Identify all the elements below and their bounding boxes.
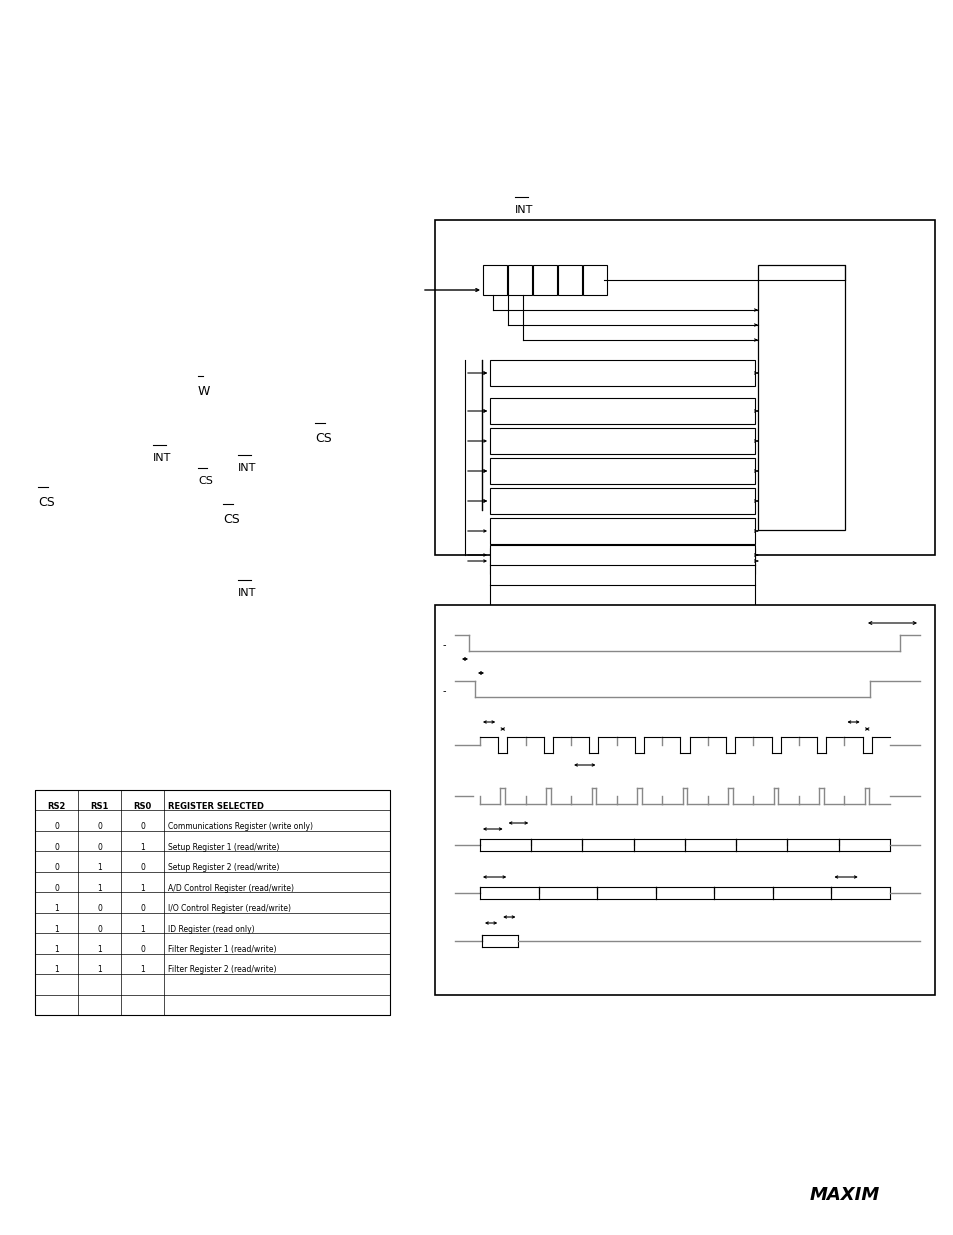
Text: 0: 0	[97, 842, 102, 852]
Text: CS: CS	[223, 513, 239, 526]
Text: 1: 1	[140, 925, 145, 934]
Text: Filter Register 1 (read/write): Filter Register 1 (read/write)	[168, 945, 276, 955]
Bar	[490, 548, 754, 574]
Bar	[435, 220, 934, 555]
Text: -: -	[442, 685, 446, 697]
Text: 0: 0	[140, 945, 145, 955]
Bar	[490, 545, 754, 605]
Bar	[533, 266, 557, 295]
Bar	[490, 458, 754, 484]
Text: INT: INT	[515, 205, 533, 215]
Text: I/O Control Register (read/write): I/O Control Register (read/write)	[168, 904, 291, 913]
Bar	[490, 429, 754, 454]
Bar	[490, 517, 754, 543]
Text: 0: 0	[54, 863, 59, 872]
Text: 0: 0	[140, 904, 145, 913]
Text: Filter Register 2 (read/write): Filter Register 2 (read/write)	[168, 966, 276, 974]
Text: W: W	[198, 385, 211, 398]
Text: 1: 1	[140, 884, 145, 893]
Bar	[490, 488, 754, 514]
Text: -: -	[442, 640, 446, 650]
Text: 1: 1	[140, 842, 145, 852]
Text: CS: CS	[314, 432, 332, 445]
Text: 1: 1	[54, 966, 59, 974]
Text: 0: 0	[97, 925, 102, 934]
Bar	[507, 266, 532, 295]
Text: 0: 0	[54, 842, 59, 852]
Text: 0: 0	[54, 823, 59, 831]
Text: Setup Register 1 (read/write): Setup Register 1 (read/write)	[168, 842, 279, 852]
Text: INT: INT	[237, 588, 256, 598]
Text: 0: 0	[54, 884, 59, 893]
Text: CS: CS	[38, 496, 54, 509]
Text: 1: 1	[54, 945, 59, 955]
Text: Setup Register 2 (read/write): Setup Register 2 (read/write)	[168, 863, 279, 872]
Text: RS0: RS0	[133, 802, 152, 811]
Text: 1: 1	[97, 945, 102, 955]
Text: INT: INT	[152, 453, 172, 463]
Bar	[758, 266, 844, 530]
Text: ID Register (read only): ID Register (read only)	[168, 925, 254, 934]
Text: A/D Control Register (read/write): A/D Control Register (read/write)	[168, 884, 294, 893]
Bar	[582, 266, 606, 295]
Bar	[482, 266, 506, 295]
Text: RS2: RS2	[48, 802, 66, 811]
Text: 1: 1	[97, 884, 102, 893]
Bar	[490, 398, 754, 424]
Text: 0: 0	[140, 863, 145, 872]
Text: 1: 1	[54, 925, 59, 934]
Text: 0: 0	[97, 823, 102, 831]
Text: 1: 1	[97, 863, 102, 872]
Text: 1: 1	[140, 966, 145, 974]
Bar	[490, 359, 754, 387]
Text: MAXIM: MAXIM	[809, 1186, 880, 1204]
Text: 0: 0	[140, 823, 145, 831]
Text: 1: 1	[54, 904, 59, 913]
Bar	[558, 266, 581, 295]
Text: REGISTER SELECTED: REGISTER SELECTED	[168, 802, 264, 811]
Text: Communications Register (write only): Communications Register (write only)	[168, 823, 313, 831]
Text: 0: 0	[97, 904, 102, 913]
Text: CS: CS	[198, 475, 213, 487]
Bar	[435, 605, 934, 995]
Text: RS1: RS1	[91, 802, 109, 811]
Text: 1: 1	[97, 966, 102, 974]
Text: INT: INT	[237, 463, 256, 473]
Bar	[35, 790, 390, 1015]
